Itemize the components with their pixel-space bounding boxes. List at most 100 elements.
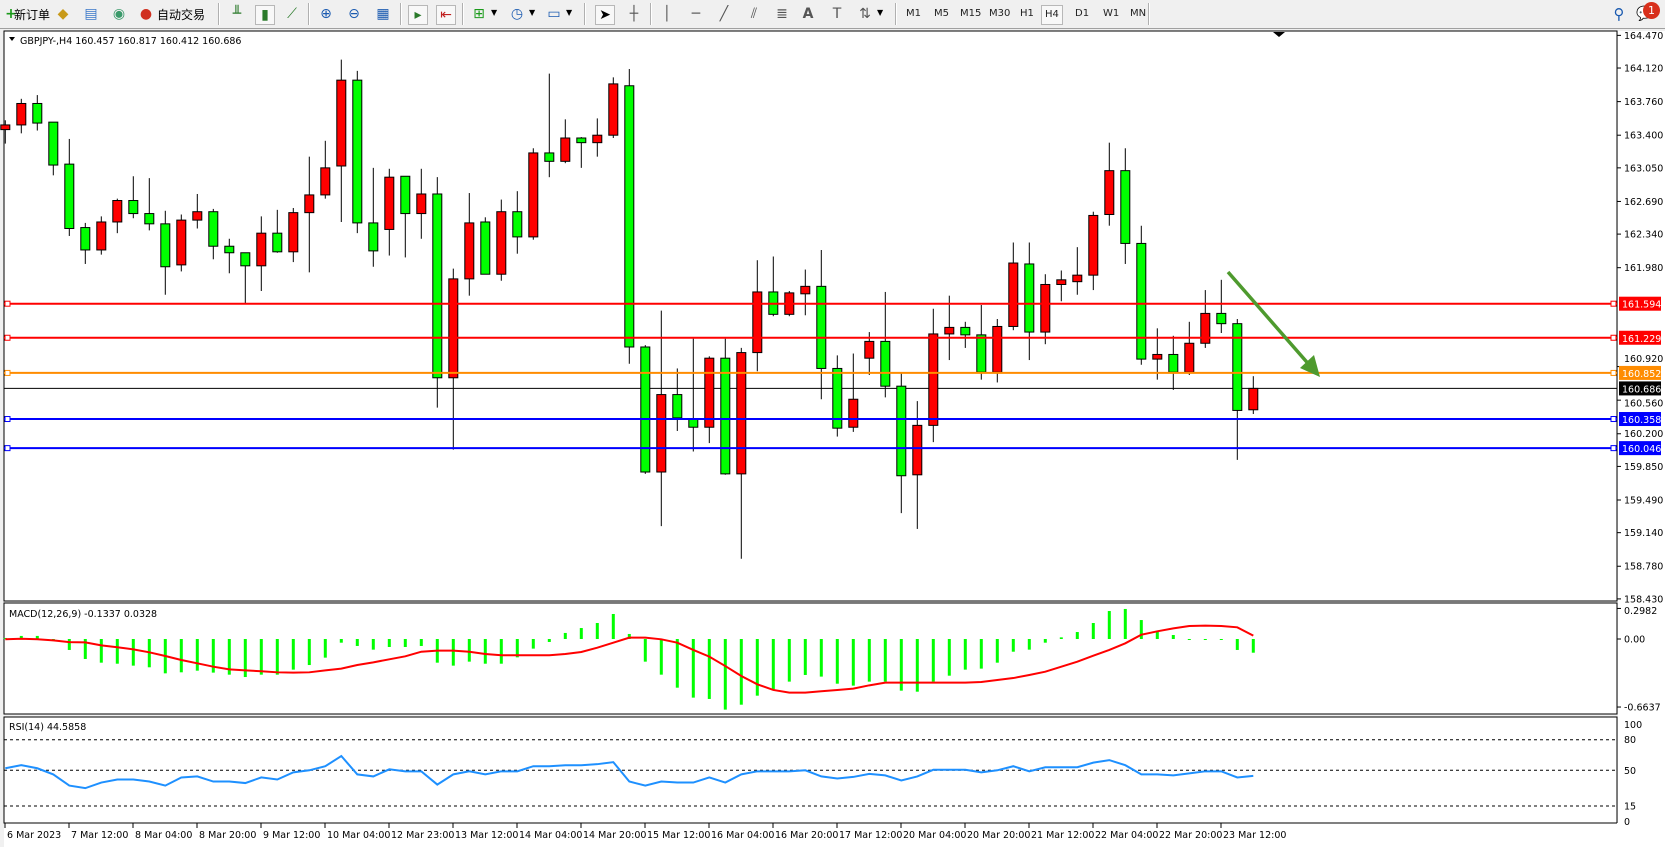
trendline-icon[interactable]: ╱	[719, 6, 729, 22]
metaeditor-icon[interactable]: ◆	[57, 6, 69, 22]
candle-body	[80, 227, 91, 251]
macd-histogram-bar	[419, 639, 423, 646]
chart-menu-triangle-icon[interactable]	[9, 37, 15, 41]
equidistant-channel-icon[interactable]: ⫽	[750, 6, 758, 22]
timeframe-m5[interactable]: M5	[934, 8, 949, 19]
tile-windows-icon[interactable]: ▦	[376, 6, 390, 22]
time-tick-label: 17 Mar 12:00	[839, 830, 902, 841]
time-tick-label: 15 Mar 12:00	[647, 830, 710, 841]
macd-histogram-bar	[643, 639, 647, 662]
macd-tick-label: 0.2982	[1624, 606, 1657, 617]
indicators-icon[interactable]: ⊞	[473, 6, 485, 22]
macd-histogram-bar	[483, 639, 487, 664]
candle-body	[224, 245, 235, 254]
candle-body	[800, 285, 811, 295]
chevron-down-icon[interactable]: ▼	[529, 8, 536, 17]
candlestick-chart-icon[interactable]: ▮	[255, 5, 275, 25]
macd-histogram-bar	[403, 639, 407, 647]
new-order-button[interactable]: 新订单	[14, 7, 51, 22]
candle-body	[176, 219, 187, 266]
line-chart-icon[interactable]: ⟋	[287, 6, 297, 22]
macd-histogram-bar	[995, 639, 999, 663]
crosshair-icon[interactable]: ┼	[629, 6, 639, 22]
timeframe-h1[interactable]: H1	[1020, 8, 1034, 19]
chart-window[interactable]: 164.470 164.120 163.760 163.400 163.050 162.6…	[0, 29, 1665, 847]
search-icon[interactable]: ⚲	[1613, 5, 1625, 23]
time-tick-label: 10 Mar 04:00	[327, 830, 390, 841]
chevron-down-icon[interactable]: ▼	[877, 8, 884, 17]
candle-body	[576, 137, 587, 144]
candle-body	[240, 252, 251, 267]
chart-shift-marker-icon[interactable]	[1273, 32, 1285, 37]
candle-body	[1168, 353, 1179, 373]
timeframe-d1[interactable]: D1	[1075, 8, 1090, 19]
navigator-icon[interactable]: ▤	[84, 6, 98, 22]
price-tick-label: 159.140	[1624, 528, 1663, 539]
timeframe-m1[interactable]: M1	[906, 8, 921, 19]
candle-body	[528, 152, 539, 238]
main-price-panel[interactable]	[3, 30, 1618, 602]
auto-trading-icon[interactable]: ●	[139, 6, 153, 22]
price-tick-label: 163.050	[1624, 163, 1663, 174]
arrows-icon[interactable]: ⇅	[859, 6, 871, 22]
rsi-line	[5, 754, 1254, 790]
macd-histogram-bar	[771, 639, 775, 690]
rsi-tick-label: 15	[1624, 802, 1636, 813]
macd-histogram-bar	[115, 639, 119, 664]
macd-histogram-bar	[227, 639, 231, 675]
timeframe-m30[interactable]: M30	[989, 8, 1011, 19]
text-label-icon[interactable]: T	[832, 6, 842, 22]
macd-histogram-bar	[883, 639, 887, 682]
vertical-line-icon[interactable]: │	[662, 6, 672, 22]
candle-body	[848, 398, 859, 428]
separator	[462, 3, 464, 25]
time-tick-label: 13 Mar 12:00	[455, 830, 518, 841]
timeframe-h4[interactable]: H4	[1041, 5, 1063, 25]
candle-body	[1216, 312, 1227, 325]
macd-histogram-bar	[803, 639, 807, 675]
candle-body	[304, 194, 315, 214]
fibonacci-icon[interactable]: ≣	[776, 6, 788, 22]
current-price-label: 160.686	[1622, 384, 1661, 395]
signals-icon[interactable]: ◉	[112, 6, 126, 22]
candle-body	[592, 134, 603, 144]
text-icon[interactable]: A	[802, 6, 814, 22]
timeframe-m15[interactable]: M15	[960, 8, 982, 19]
chevron-down-icon[interactable]: ▼	[566, 8, 573, 17]
auto-scroll-icon[interactable]: ▸	[408, 5, 428, 25]
candle-body	[288, 212, 299, 253]
notification-badge[interactable]: 1	[1643, 2, 1660, 19]
candle-body	[448, 278, 459, 379]
line-handle-right	[1610, 416, 1617, 423]
separator	[218, 3, 220, 25]
cursor-icon[interactable]: ➤	[595, 5, 615, 25]
chart-shift-icon[interactable]: ⇤	[436, 5, 456, 25]
new-order-icon[interactable]: +	[5, 6, 17, 22]
periods-clock-icon[interactable]: ◷	[510, 6, 524, 22]
macd-histogram-bar	[99, 639, 103, 663]
bar-chart-icon[interactable]: ╨	[232, 6, 242, 22]
price-tick-label: 162.340	[1624, 230, 1663, 241]
templates-icon[interactable]: ▭	[547, 6, 561, 22]
candle-body	[144, 213, 155, 225]
macd-histogram-bar	[675, 639, 679, 688]
macd-histogram-bar	[723, 639, 727, 710]
rsi-tick-label: 80	[1624, 735, 1636, 746]
timeframe-mn[interactable]: MN	[1130, 8, 1147, 19]
horizontal-line-icon[interactable]: ─	[691, 6, 701, 22]
price-tick-label: 164.120	[1624, 64, 1663, 75]
chevron-down-icon[interactable]: ▼	[491, 8, 498, 17]
timeframe-w1[interactable]: W1	[1103, 8, 1120, 19]
auto-trading-button[interactable]: 自动交易	[157, 7, 206, 22]
price-tick-label: 161.980	[1624, 263, 1663, 274]
candle-body	[1248, 387, 1259, 411]
macd-panel[interactable]	[3, 602, 1618, 715]
macd-histogram-bar	[1219, 639, 1223, 640]
zoom-out-icon[interactable]: ⊖	[348, 6, 360, 22]
macd-histogram-bar	[611, 613, 615, 639]
macd-histogram-bar	[1251, 639, 1255, 653]
macd-histogram-bar	[307, 639, 311, 666]
time-tick-label: 22 Mar 04:00	[1095, 830, 1158, 841]
macd-histogram-bar	[259, 639, 263, 675]
zoom-in-icon[interactable]: ⊕	[320, 6, 332, 22]
